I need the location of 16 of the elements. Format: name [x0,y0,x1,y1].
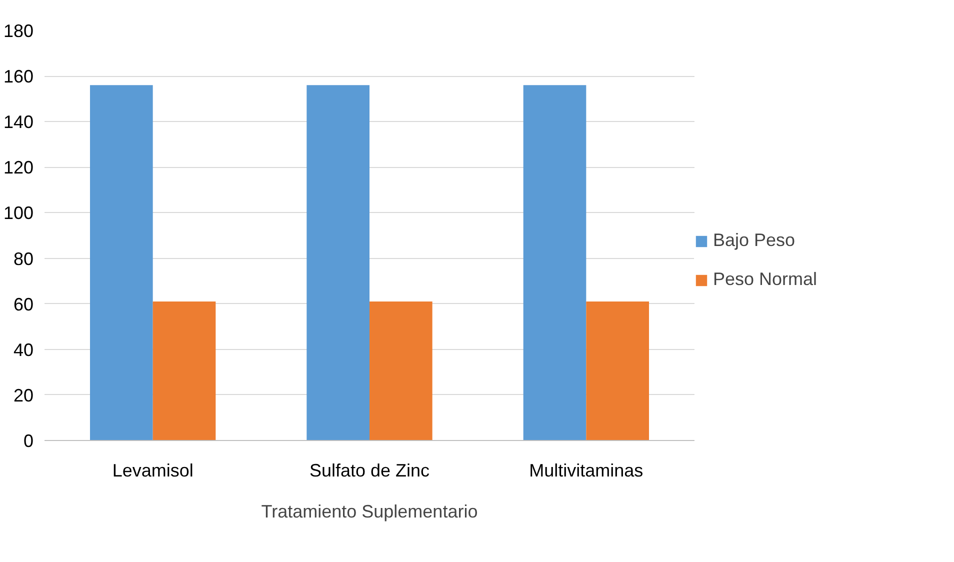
y-tick-label: 100 [3,203,34,224]
y-tick-label: 180 [3,21,34,41]
x-tick-label: Multivitaminas [529,460,644,480]
y-tick-label: 40 [13,340,34,360]
y-tick-label: 20 [13,385,34,406]
legend-label: Bajo Peso [713,230,796,251]
y-tick-label: 80 [13,248,34,269]
y-tick-label: 120 [3,158,34,178]
y-tick-label: 140 [3,112,34,132]
x-axis-title: Tratamiento Suplementario [261,502,478,522]
x-tick-label: Levamisol [112,460,194,480]
x-tick-label: Sulfato de Zinc [309,460,430,480]
y-tick-label: 60 [13,294,34,314]
y-tick-label: 0 [23,431,34,451]
legend-label: Peso Normal [713,269,818,290]
y-tick-label: 160 [3,66,34,87]
